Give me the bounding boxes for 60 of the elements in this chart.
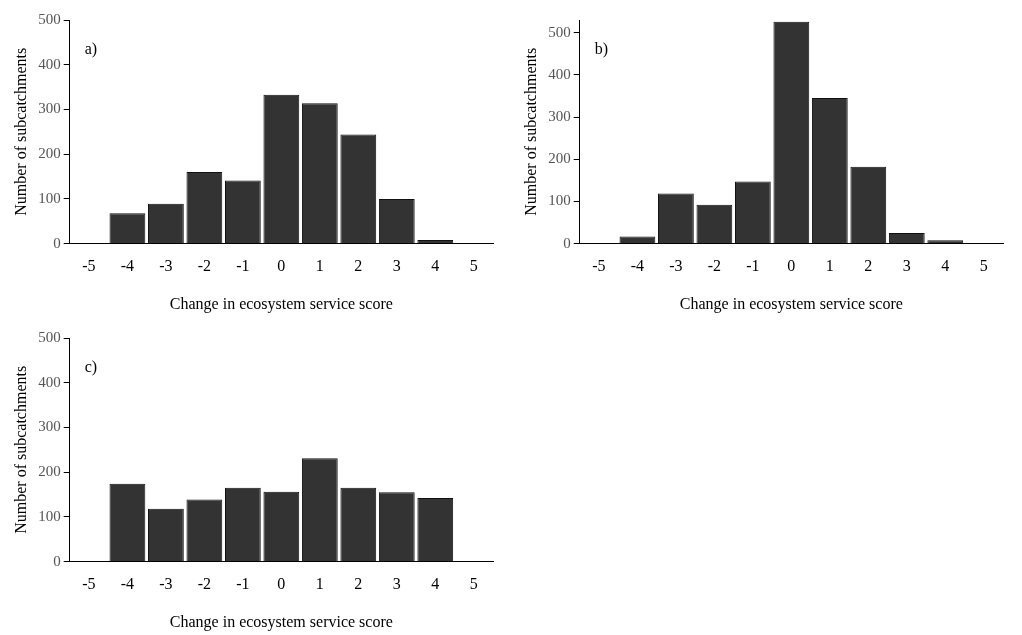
- y-tick-label: 300: [38, 100, 61, 117]
- annotation: c): [84, 358, 98, 377]
- y-tick-label: 500: [38, 328, 61, 345]
- y-axis-title: Number of subcatchments: [11, 47, 29, 216]
- y-tick-label: 400: [38, 373, 61, 390]
- y-tick-label: 400: [548, 65, 571, 82]
- x-tick-label: -2: [707, 257, 722, 275]
- x-tick-label: 5: [469, 257, 478, 275]
- y-tick-label: 200: [38, 145, 61, 162]
- y-tick-label: 300: [548, 107, 571, 124]
- x-tick-label: -1: [746, 257, 760, 275]
- x-tick-label: 1: [315, 575, 324, 593]
- y-tick-label: 0: [53, 234, 61, 251]
- x-tick-label: 4: [431, 257, 440, 275]
- x-tick-label: -2: [197, 575, 212, 593]
- x-tick-label: -2: [197, 257, 212, 275]
- x-tick-label: -3: [669, 257, 683, 275]
- y-axis-title: Number of subcatchments: [11, 365, 29, 534]
- x-tick-label: 0: [277, 575, 286, 593]
- y-tick-label: 0: [563, 234, 571, 251]
- x-tick-label: 1: [315, 257, 324, 275]
- x-tick-label: 5: [469, 575, 478, 593]
- x-tick-label: -1: [236, 257, 250, 275]
- x-tick-label: 3: [392, 575, 401, 593]
- x-tick-label: 0: [277, 257, 286, 275]
- y-tick-label: 300: [38, 418, 61, 435]
- x-axis-title: Change in ecosystem service score: [679, 294, 903, 313]
- x-tick-label: 1: [825, 257, 834, 275]
- y-tick-label: 200: [38, 463, 61, 480]
- x-axis-title: Change in ecosystem service score: [169, 294, 393, 313]
- y-tick-label: 200: [548, 150, 571, 167]
- x-tick-label: 2: [354, 575, 363, 593]
- y-tick-label: 100: [38, 507, 61, 524]
- y-tick-label: 100: [548, 192, 571, 209]
- x-tick-label: 3: [902, 257, 911, 275]
- x-tick-label: -1: [236, 575, 250, 593]
- x-axis-title: Change in ecosystem service score: [169, 612, 393, 631]
- y-axis-title: Number of subcatchments: [521, 47, 539, 216]
- x-tick-label: -5: [82, 575, 96, 593]
- x-tick-label: 0: [787, 257, 796, 275]
- x-tick-label: -3: [159, 575, 173, 593]
- x-tick-label: -4: [120, 575, 135, 593]
- y-tick-label: 0: [53, 552, 61, 569]
- x-tick-label: 2: [864, 257, 873, 275]
- x-tick-label: -3: [159, 257, 173, 275]
- x-tick-label: -4: [120, 257, 135, 275]
- x-tick-label: -5: [592, 257, 606, 275]
- x-tick-label: 5: [979, 257, 988, 275]
- y-tick-label: 400: [38, 55, 61, 72]
- x-tick-label: -4: [630, 257, 645, 275]
- x-tick-label: 3: [392, 257, 401, 275]
- y-tick-label: 500: [38, 10, 61, 27]
- x-tick-label: -5: [82, 257, 96, 275]
- annotation: b): [594, 40, 609, 59]
- x-tick-label: 2: [354, 257, 363, 275]
- x-tick-label: 4: [941, 257, 950, 275]
- x-tick-label: 4: [431, 575, 440, 593]
- annotation: a): [84, 40, 98, 59]
- y-tick-label: 100: [38, 189, 61, 206]
- y-tick-label: 500: [548, 23, 571, 40]
